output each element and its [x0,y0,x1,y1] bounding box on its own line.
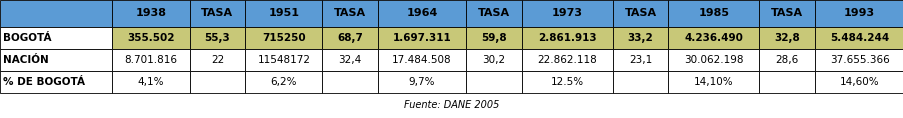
Text: 37.655.366: 37.655.366 [829,55,889,65]
Bar [465,0,521,27]
Bar [112,0,190,27]
Bar [245,49,322,71]
Text: 28,6: 28,6 [775,55,798,65]
Bar [112,49,190,71]
Text: 32,4: 32,4 [339,55,361,65]
Bar [190,49,245,71]
Bar [322,27,377,49]
Bar [190,71,245,93]
Text: 30,2: 30,2 [481,55,505,65]
Text: 33,2: 33,2 [627,33,653,43]
Bar [377,71,465,93]
Bar [667,49,759,71]
Text: 1985: 1985 [698,8,729,19]
Text: 1.697.311: 1.697.311 [392,33,451,43]
Text: TASA: TASA [624,8,656,19]
Text: 355.502: 355.502 [127,33,174,43]
Text: TASA: TASA [477,8,509,19]
Text: 14,60%: 14,60% [839,77,879,87]
Bar [815,27,903,49]
Bar [521,0,612,27]
Bar [759,27,815,49]
Bar [612,71,667,93]
Text: 9,7%: 9,7% [408,77,434,87]
Bar [112,71,190,93]
Bar [521,49,612,71]
Text: % DE BOGOTÁ: % DE BOGOTÁ [3,77,85,87]
Bar [667,27,759,49]
Bar [465,71,521,93]
Text: 22: 22 [210,55,224,65]
Text: 1993: 1993 [843,8,874,19]
Bar [322,71,377,93]
Bar [0,49,112,71]
Text: 55,3: 55,3 [204,33,230,43]
Text: 30.062.198: 30.062.198 [684,55,743,65]
Bar [759,71,815,93]
Text: 8.701.816: 8.701.816 [125,55,177,65]
Bar [759,49,815,71]
Text: 68,7: 68,7 [337,33,363,43]
Bar [245,27,322,49]
Bar [0,27,112,49]
Bar [759,0,815,27]
Bar [465,27,521,49]
Text: 5.484.244: 5.484.244 [829,33,889,43]
Bar [815,49,903,71]
Text: 1973: 1973 [551,8,582,19]
Bar [667,71,759,93]
Text: 32,8: 32,8 [774,33,799,43]
Bar [322,49,377,71]
Text: 14,10%: 14,10% [694,77,733,87]
Text: NACIÓN: NACIÓN [3,55,49,65]
Text: 6,2%: 6,2% [270,77,297,87]
Bar [0,0,112,27]
Text: 12.5%: 12.5% [550,77,583,87]
Bar [322,0,377,27]
Bar [377,49,465,71]
Text: TASA: TASA [770,8,803,19]
Text: 17.484.508: 17.484.508 [392,55,452,65]
Text: TASA: TASA [334,8,366,19]
Bar [612,27,667,49]
Bar [190,0,245,27]
Bar [521,27,612,49]
Text: 1938: 1938 [135,8,166,19]
Text: TASA: TASA [201,8,233,19]
Bar [245,0,322,27]
Text: 1964: 1964 [405,8,437,19]
Bar [815,0,903,27]
Bar [521,71,612,93]
Bar [667,0,759,27]
Bar [377,27,465,49]
Text: BOGOTÁ: BOGOTÁ [3,33,51,43]
Text: 22.862.118: 22.862.118 [536,55,596,65]
Bar [0,71,112,93]
Bar [377,0,465,27]
Text: 1951: 1951 [268,8,299,19]
Bar [245,71,322,93]
Bar [815,71,903,93]
Bar [465,49,521,71]
Text: 4,1%: 4,1% [137,77,164,87]
Text: 23,1: 23,1 [628,55,651,65]
Text: 715250: 715250 [262,33,305,43]
Text: Fuente: DANE 2005: Fuente: DANE 2005 [404,101,499,110]
Text: 59,8: 59,8 [480,33,506,43]
Bar [112,27,190,49]
Text: 2.861.913: 2.861.913 [537,33,596,43]
Bar [190,27,245,49]
Bar [612,0,667,27]
Bar [612,49,667,71]
Text: 11548172: 11548172 [257,55,310,65]
Text: 4.236.490: 4.236.490 [684,33,742,43]
